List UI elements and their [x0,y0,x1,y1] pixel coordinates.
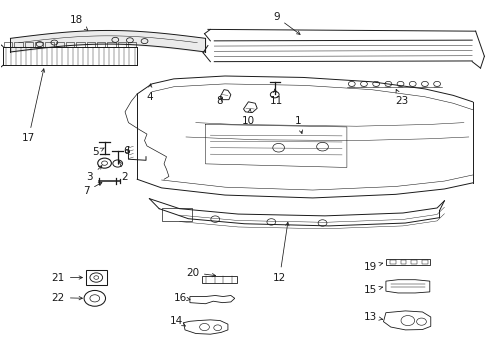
Bar [201,276,236,283]
Bar [86,41,95,46]
Text: 14: 14 [169,316,185,326]
Text: 13: 13 [363,312,382,322]
Bar [117,41,126,46]
Bar [76,41,84,46]
Text: 8: 8 [215,96,222,106]
Bar [385,259,429,265]
Text: 21: 21 [52,273,82,283]
Text: 11: 11 [269,89,282,106]
Text: 22: 22 [52,293,82,303]
Text: 19: 19 [363,262,382,272]
Bar [45,41,54,46]
Text: 1: 1 [294,116,302,134]
Text: 17: 17 [22,69,44,143]
Text: 6: 6 [123,146,129,156]
Bar [4,41,13,46]
Text: 23: 23 [394,89,407,106]
Bar [107,41,115,46]
Bar [410,260,416,264]
Text: 2: 2 [118,161,128,182]
Bar [389,260,395,264]
Text: 4: 4 [146,84,152,102]
Text: 18: 18 [69,15,88,30]
Text: 7: 7 [82,183,102,197]
Text: 5: 5 [92,147,104,157]
Bar [35,41,43,46]
Bar [25,41,33,46]
Bar [161,208,191,221]
Bar [86,270,106,285]
Bar [400,260,406,264]
Bar [14,41,23,46]
Text: 9: 9 [272,12,300,35]
Bar [97,41,105,46]
Text: 16: 16 [173,293,190,303]
Bar [421,260,427,264]
Text: 15: 15 [363,285,382,296]
Bar [66,41,74,46]
Text: 10: 10 [242,109,254,126]
Bar [56,41,64,46]
Text: 12: 12 [272,222,288,283]
Bar [128,41,136,46]
Text: 3: 3 [86,166,102,182]
Text: 20: 20 [185,267,215,278]
